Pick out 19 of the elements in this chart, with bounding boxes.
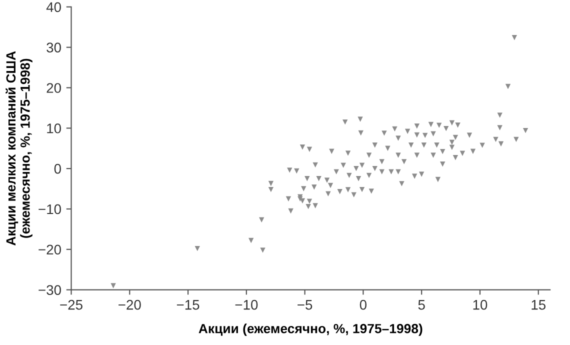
y-tick-label: 20 <box>46 83 61 93</box>
x-tick-label: 10 <box>473 300 488 310</box>
x-tick-label: −20 <box>118 300 141 310</box>
y-tick-label: 40 <box>46 2 61 12</box>
y-axis-title: Акции мелких компаний США (ежемесячно, %, 1975–1998) <box>6 51 32 246</box>
x-axis-title: Акции (ежемесячно, %, 1975–1998) <box>198 324 422 336</box>
x-tick-label: −15 <box>176 300 200 310</box>
x-tick-label: −10 <box>235 300 258 310</box>
y-tick-label: −10 <box>38 204 61 214</box>
y-tick-label: 0 <box>54 164 61 174</box>
y-tick-label: −20 <box>38 244 61 255</box>
y-tick-label: 10 <box>47 123 61 134</box>
x-tick-label: 5 <box>418 300 425 310</box>
x-tick-label: 0 <box>360 300 367 310</box>
x-tick-label: 15 <box>532 300 546 310</box>
y-tick-label: 30 <box>46 42 61 52</box>
x-tick-label: −25 <box>60 300 82 310</box>
y-tick-label: −30 <box>38 285 61 295</box>
x-tick-label: −5 <box>298 300 312 310</box>
